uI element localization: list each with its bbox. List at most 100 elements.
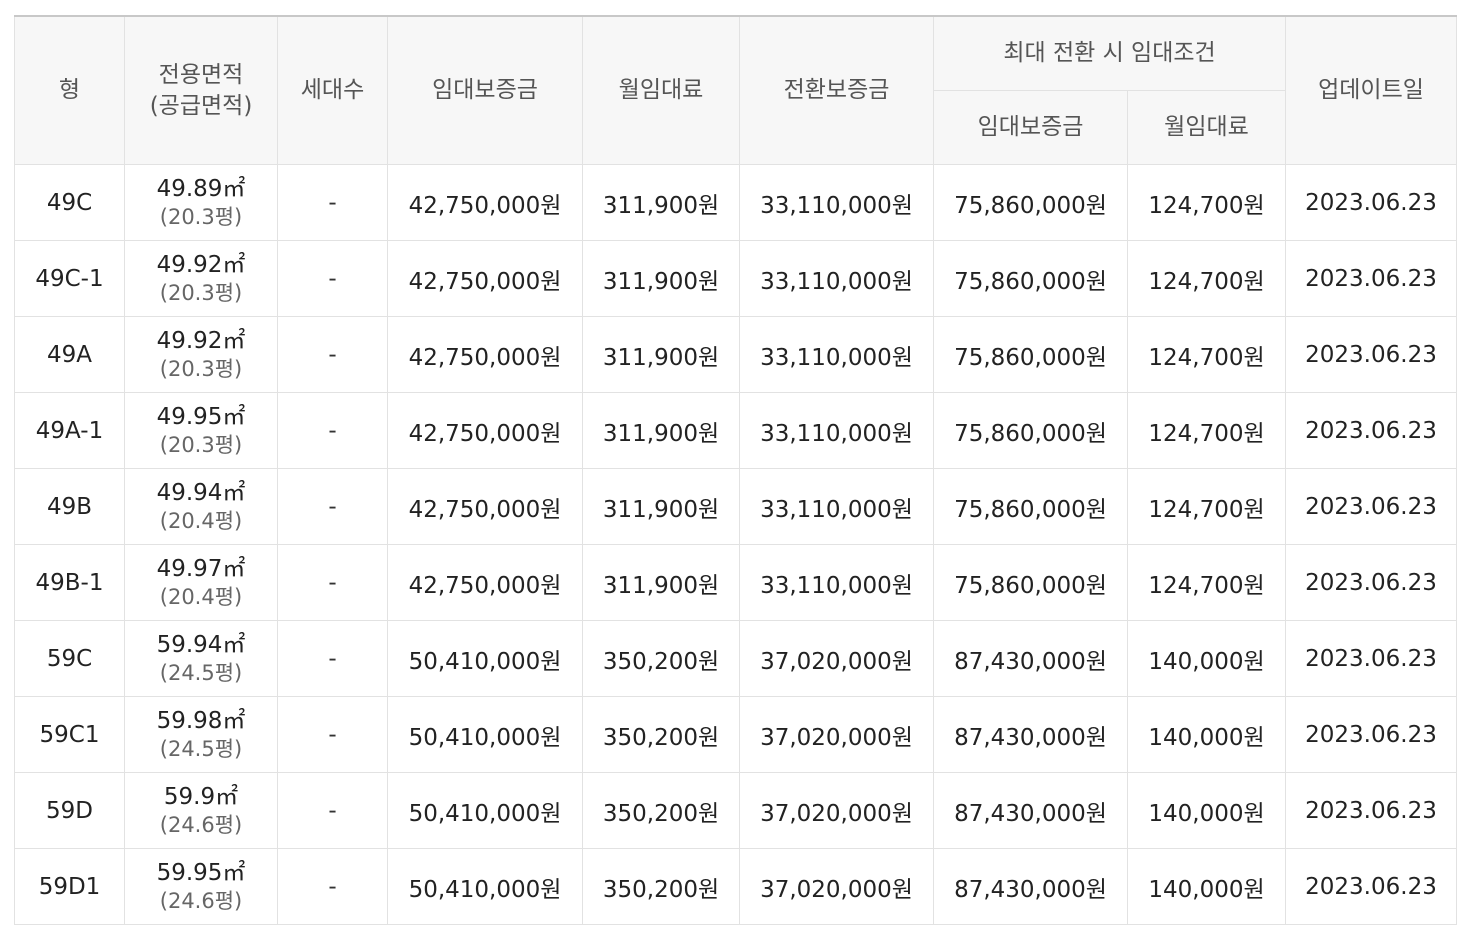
cell-type: 59D1 [14, 848, 125, 925]
area-sqm: 49.92㎡ [156, 251, 246, 278]
cell-area: 49.92㎡ (20.3평) [124, 316, 278, 393]
cell-monthly-rent: 350,200원 [582, 696, 740, 773]
table-row: 49C 49.89㎡ (20.3평) -42,750,000원 311,900원 33,1… [14, 164, 1457, 241]
cell-max-deposit: 75,860,000원 [933, 316, 1128, 393]
cell-max-monthly-rent: 124,700원 [1127, 164, 1286, 241]
cell-conversion-deposit: 37,020,000원 [739, 696, 934, 773]
cell-updated: 2023.06.23 [1285, 696, 1457, 773]
cell-conversion-deposit: 33,110,000원 [739, 316, 934, 393]
header-area: 전용면적 (공급면적) [124, 15, 278, 165]
cell-area: 59.95㎡ (24.6평) [124, 848, 278, 925]
cell-conversion-deposit: 33,110,000원 [739, 240, 934, 317]
area-sqm: 59.98㎡ [156, 707, 246, 734]
cell-monthly-rent: 311,900원 [582, 240, 740, 317]
cell-updated: 2023.06.23 [1285, 848, 1457, 925]
rental-table-container: 형 전용면적 (공급면적) 세대수 임대보증금 월임대료 전환보증금 최대 전환… [14, 15, 1457, 925]
area-pyeong: (24.5평) [159, 736, 243, 761]
table-row: 59C 59.94㎡ (24.5평) -50,410,000원 350,200원 37,0… [14, 620, 1457, 697]
table-row: 59D 59.9㎡ (24.6평) -50,410,000원 350,200원 37,02… [14, 772, 1457, 849]
cell-area: 59.98㎡ (24.5평) [124, 696, 278, 773]
cell-households: - [277, 620, 388, 697]
table-row: 59D1 59.95㎡ (24.6평) -50,410,000원 350,200원 37,… [14, 848, 1457, 925]
area-pyeong: (24.6평) [159, 812, 243, 837]
cell-deposit: 50,410,000원 [387, 772, 583, 849]
cell-type: 59D [14, 772, 125, 849]
table-row: 49B 49.94㎡ (20.4평) -42,750,000원 311,900원 33,1… [14, 468, 1457, 545]
cell-area: 49.89㎡ (20.3평) [124, 164, 278, 241]
area-sqm: 59.94㎡ [156, 631, 246, 658]
table-row: 59C1 59.98㎡ (24.5평) -50,410,000원 350,200원 37,… [14, 696, 1457, 773]
cell-max-deposit: 75,860,000원 [933, 240, 1128, 317]
cell-type: 49B-1 [14, 544, 125, 621]
cell-area: 59.94㎡ (24.5평) [124, 620, 278, 697]
cell-max-deposit: 87,430,000원 [933, 772, 1128, 849]
cell-monthly-rent: 311,900원 [582, 392, 740, 469]
cell-updated: 2023.06.23 [1285, 392, 1457, 469]
cell-deposit: 42,750,000원 [387, 240, 583, 317]
table-header: 형 전용면적 (공급면적) 세대수 임대보증금 월임대료 전환보증금 최대 전환… [14, 15, 1457, 165]
header-deposit: 임대보증금 [387, 15, 583, 165]
cell-monthly-rent: 311,900원 [582, 468, 740, 545]
cell-households: - [277, 164, 388, 241]
area-pyeong: (20.3평) [159, 356, 243, 381]
area-pyeong: (20.4평) [159, 584, 243, 609]
header-max-conversion-group: 최대 전환 시 임대조건 [933, 15, 1286, 91]
area-sqm: 49.97㎡ [156, 555, 246, 582]
cell-monthly-rent: 350,200원 [582, 772, 740, 849]
cell-updated: 2023.06.23 [1285, 164, 1457, 241]
cell-households: - [277, 392, 388, 469]
area-sqm: 59.95㎡ [156, 859, 246, 886]
cell-conversion-deposit: 33,110,000원 [739, 392, 934, 469]
cell-type: 49C-1 [14, 240, 125, 317]
cell-max-deposit: 75,860,000원 [933, 164, 1128, 241]
cell-monthly-rent: 350,200원 [582, 620, 740, 697]
header-area-line1: 전용면적 [158, 61, 244, 88]
area-pyeong: (20.3평) [159, 204, 243, 229]
cell-monthly-rent: 350,200원 [582, 848, 740, 925]
cell-updated: 2023.06.23 [1285, 772, 1457, 849]
cell-area: 49.97㎡ (20.4평) [124, 544, 278, 621]
area-sqm: 49.95㎡ [156, 403, 246, 430]
cell-households: - [277, 316, 388, 393]
cell-households: - [277, 696, 388, 773]
cell-max-monthly-rent: 140,000원 [1127, 848, 1286, 925]
cell-max-deposit: 87,430,000원 [933, 848, 1128, 925]
cell-max-monthly-rent: 140,000원 [1127, 772, 1286, 849]
cell-deposit: 50,410,000원 [387, 620, 583, 697]
header-max-monthly-rent: 월임대료 [1127, 90, 1286, 165]
cell-type: 49A [14, 316, 125, 393]
cell-households: - [277, 240, 388, 317]
cell-deposit: 42,750,000원 [387, 316, 583, 393]
cell-monthly-rent: 311,900원 [582, 316, 740, 393]
area-sqm: 49.89㎡ [156, 175, 246, 202]
cell-updated: 2023.06.23 [1285, 316, 1457, 393]
header-row-1: 형 전용면적 (공급면적) 세대수 임대보증금 월임대료 전환보증금 최대 전환… [14, 15, 1457, 165]
cell-type: 59C [14, 620, 125, 697]
table-row: 49A-1 49.95㎡ (20.3평) -42,750,000원 311,900원 33… [14, 392, 1457, 469]
cell-conversion-deposit: 37,020,000원 [739, 848, 934, 925]
header-conversion-deposit: 전환보증금 [739, 15, 934, 165]
cell-max-monthly-rent: 124,700원 [1127, 240, 1286, 317]
cell-area: 49.94㎡ (20.4평) [124, 468, 278, 545]
header-updated: 업데이트일 [1285, 15, 1457, 165]
header-row-2: 임대보증금 월임대료 [15, 90, 1457, 165]
cell-area: 49.95㎡ (20.3평) [124, 392, 278, 469]
cell-deposit: 42,750,000원 [387, 544, 583, 621]
cell-households: - [277, 468, 388, 545]
cell-monthly-rent: 311,900원 [582, 544, 740, 621]
cell-deposit: 42,750,000원 [387, 392, 583, 469]
cell-type: 49B [14, 468, 125, 545]
cell-max-monthly-rent: 140,000원 [1127, 620, 1286, 697]
cell-households: - [277, 848, 388, 925]
header-max-deposit: 임대보증금 [933, 90, 1128, 165]
area-pyeong: (24.6평) [159, 888, 243, 913]
cell-updated: 2023.06.23 [1285, 468, 1457, 545]
cell-conversion-deposit: 33,110,000원 [739, 544, 934, 621]
cell-deposit: 50,410,000원 [387, 696, 583, 773]
cell-updated: 2023.06.23 [1285, 544, 1457, 621]
cell-updated: 2023.06.23 [1285, 240, 1457, 317]
cell-max-deposit: 75,860,000원 [933, 544, 1128, 621]
cell-max-monthly-rent: 124,700원 [1127, 392, 1286, 469]
cell-conversion-deposit: 33,110,000원 [739, 468, 934, 545]
cell-area: 49.92㎡ (20.3평) [124, 240, 278, 317]
